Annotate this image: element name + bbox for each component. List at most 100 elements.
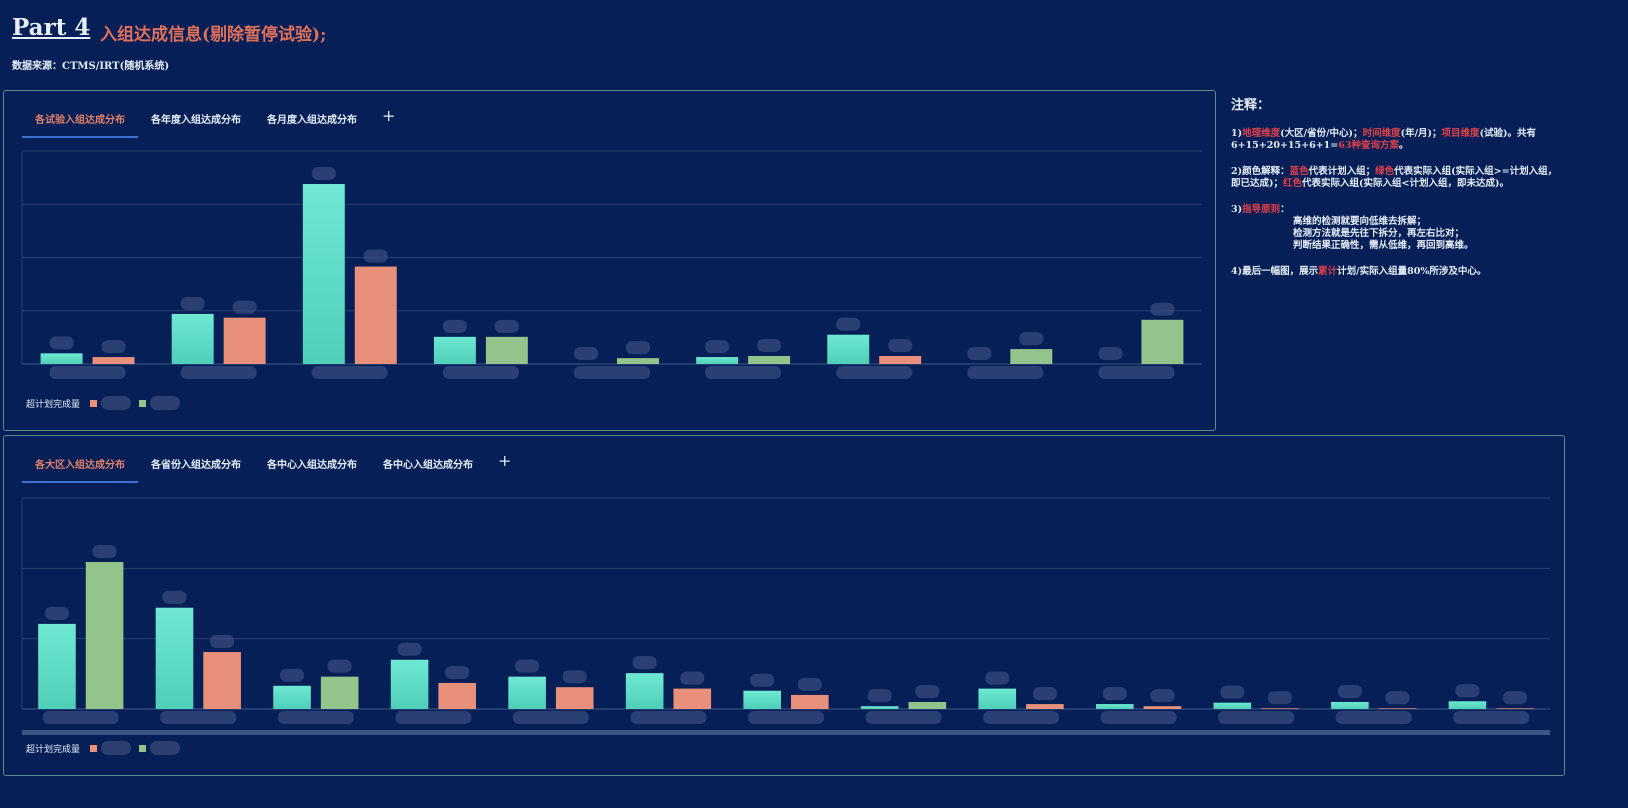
plan-bar[interactable] [1448,701,1487,709]
redacted-category-label [1335,711,1412,724]
actual-bar[interactable] [1141,319,1184,364]
redacted-value-label [101,340,126,354]
actual-bar[interactable] [320,676,359,709]
actual-bar[interactable] [438,682,476,709]
tab-center-cumulative[interactable]: 各中心入组达成分布 [383,460,473,471]
actual-bar[interactable] [617,358,659,364]
actual-bar[interactable] [1496,708,1534,709]
plan-bar[interactable] [302,184,345,364]
tab-province[interactable]: 各省份入组达成分布 [151,460,241,471]
actual-bar[interactable] [354,266,397,364]
redacted-category-label [836,366,913,379]
actual-bar[interactable] [1026,704,1064,709]
redacted-value-label [1267,691,1292,705]
redacted-category-label [1453,711,1530,724]
actual-bar[interactable] [555,687,594,709]
redacted-value-label [1102,687,1127,701]
plan-bar[interactable] [40,353,83,364]
tab-center[interactable]: 各中心入组达成分布 [267,460,357,471]
actual-bar[interactable] [1378,708,1417,709]
part-label: Part 4 [12,14,91,41]
plan-bar[interactable] [38,623,76,709]
actual-bar[interactable] [203,652,241,709]
redacted-value-label [625,341,650,355]
legend-met-swatch[interactable] [139,744,147,752]
note-4: 4)最后一幅图，展示累计计划/实际入组量80%所涉及中心。 [1231,266,1487,277]
plan-bar[interactable] [155,607,194,709]
actual-bar[interactable] [485,336,528,364]
plan-bar[interactable] [625,673,664,709]
actual-bar[interactable] [908,701,947,709]
actual-bar[interactable] [85,562,124,709]
plan-bar[interactable] [1096,704,1134,709]
note-2: 2)颜色解释：蓝色代表计划入组；绿色代表实际入组(实际入组>=计划入组，即已达成… [1231,166,1558,189]
redacted-value-label [92,545,117,559]
tab-month[interactable]: 各月度入组达成分布 [267,115,357,126]
actual-bar[interactable] [748,356,791,364]
redacted-value-label [985,671,1010,685]
plan-bar[interactable] [860,706,899,709]
tab-bar: 各大区入组达成分布 各省份入组达成分布 各中心入组达成分布 各中心入组达成分布 … [22,451,523,483]
plan-bar[interactable] [390,659,429,709]
region-bar-chart [21,497,1550,735]
redacted-value-label [888,339,913,353]
plan-bar[interactable] [978,688,1017,709]
actual-bar[interactable] [879,356,922,364]
redacted-value-label [1503,691,1528,705]
redacted-value-label [180,296,205,310]
redacted-category-label [180,366,257,379]
plan-bar[interactable] [743,690,781,709]
redacted-value-label [705,340,730,354]
actual-bar[interactable] [673,688,712,709]
redacted-value-label [867,689,892,703]
tab-bar: 各试验入组达成分布 各年度入组达成分布 各月度入组达成分布 + [22,106,407,138]
actual-bar[interactable] [223,317,266,364]
plan-bar[interactable] [696,357,739,364]
actual-bar[interactable] [1010,349,1053,364]
actual-bar[interactable] [1261,708,1299,709]
redacted-category-label [1100,711,1177,724]
plan-bar[interactable] [827,334,870,364]
legend: 超计划完成量 [26,741,184,755]
trial-bar-chart [21,150,1202,379]
redacted-category-label [748,711,824,724]
redacted-value-label [1150,302,1175,316]
add-tab-button[interactable]: + [498,451,512,470]
redacted-value-label [210,635,235,649]
redacted-value-label [1220,685,1245,699]
legend-unmet-swatch[interactable] [90,744,98,752]
plan-bar[interactable] [171,313,214,364]
plan-bar[interactable] [433,336,476,364]
tab-region[interactable]: 各大区入组达成分布 [22,454,138,483]
redacted-value-label [445,665,470,679]
redacted-value-label [915,684,940,698]
redacted-value-label [1032,687,1057,701]
plan-bar[interactable] [508,676,546,709]
data-zoom-scrollbar[interactable] [22,730,1550,735]
plan-bar[interactable] [1213,702,1252,709]
plan-bar[interactable] [273,685,311,709]
tab-trial[interactable]: 各试验入组达成分布 [22,109,138,138]
data-source: 数据来源：CTMS/IRT(随机系统) [12,61,170,72]
redacted-value-label [1385,691,1410,705]
redacted-value-label [397,642,422,656]
redacted-value-label [680,671,705,685]
redacted-category-label [1218,711,1295,724]
actual-bar[interactable] [791,694,829,709]
redacted-value-label [1019,332,1044,346]
plan-bar[interactable] [1331,701,1369,709]
legend-met-swatch[interactable] [139,399,147,407]
add-tab-button[interactable]: + [382,106,396,125]
redacted-value-label [162,590,187,604]
tab-year[interactable]: 各年度入组达成分布 [151,115,241,126]
actual-bar[interactable] [1143,706,1182,709]
actual-bar[interactable] [92,357,135,364]
redacted-value-label [363,249,388,263]
redacted-value-label [632,656,657,670]
redacted-value-label [1098,347,1123,360]
legend-unmet-swatch[interactable] [90,399,98,407]
legend: 超计划完成量 [26,396,184,410]
legend-label: 超计划完成量 [26,744,81,755]
redacted-value-label [515,659,540,673]
redacted-category-label [865,711,942,724]
